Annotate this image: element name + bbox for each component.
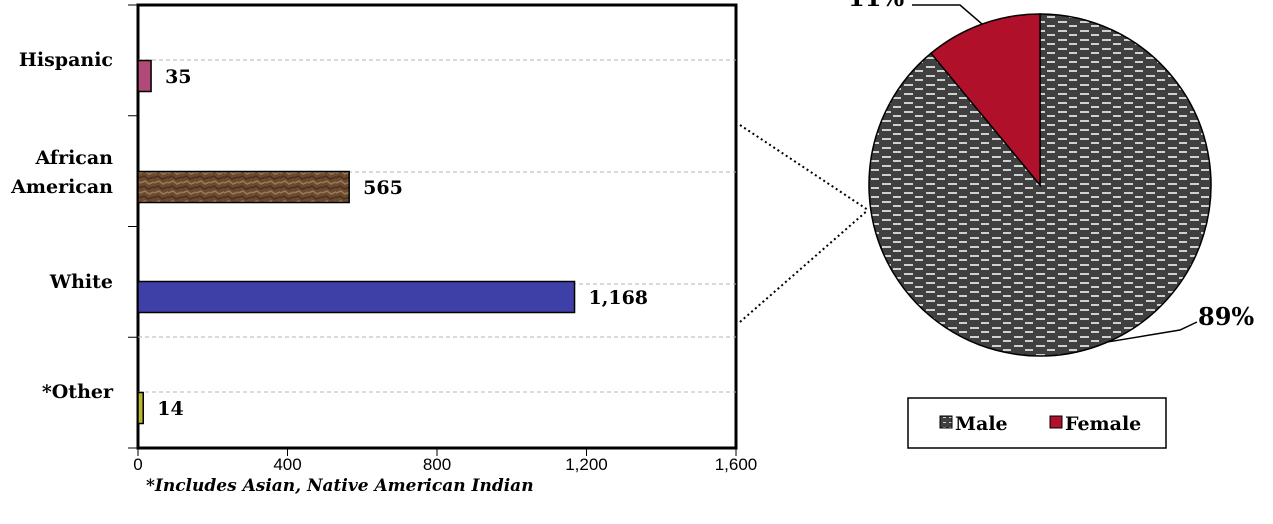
connector-line-upper	[739, 124, 869, 211]
connector-lines	[739, 124, 869, 323]
legend-swatch-male	[939, 415, 953, 429]
legend-swatch-female	[1049, 415, 1063, 429]
x-tick-label: 800	[423, 455, 451, 474]
pie-value-label-female: 11%	[848, 0, 904, 12]
pie-slice-male	[868, 13, 1212, 357]
legend-label-female: Female	[1065, 413, 1141, 435]
bar-white	[137, 280, 576, 314]
bar-value-label: 14	[157, 398, 183, 420]
plot-area	[136, 3, 738, 450]
pie-value-label-male: 89%	[1198, 302, 1254, 331]
bar-african-american	[137, 170, 350, 204]
x-tick-label: 1,600	[715, 455, 758, 474]
bar-value-label: 1,168	[589, 287, 649, 309]
category-label: *Other	[42, 381, 114, 403]
bar-other	[137, 391, 144, 425]
bar-value-label: 35	[165, 66, 191, 88]
pie-leader-line	[1107, 321, 1198, 343]
connector-line-lower	[739, 209, 869, 323]
legend-label-male: Male	[955, 413, 1008, 435]
pie-leader-line	[912, 4, 983, 25]
x-tick-label: 0	[133, 455, 142, 474]
bar-value-label: 565	[363, 177, 403, 199]
x-tick-label: 1,200	[565, 455, 608, 474]
footnote: *Includes Asian, Native American Indian	[146, 476, 534, 496]
pie-legend: Male Female	[907, 397, 1167, 449]
pie-chart: 89% 11% Male Female	[848, 0, 1254, 449]
category-label: Hispanic	[19, 49, 113, 71]
bar-chart: 0 400 800 1,200 1,600 35 565 1,168 14 Hispanic Afr…	[10, 3, 758, 496]
category-label: African American	[10, 147, 113, 198]
pie-slice-female	[929, 13, 1041, 188]
category-label: White	[49, 271, 113, 293]
x-tick-label: 400	[273, 455, 301, 474]
bar-hispanic	[137, 59, 152, 93]
